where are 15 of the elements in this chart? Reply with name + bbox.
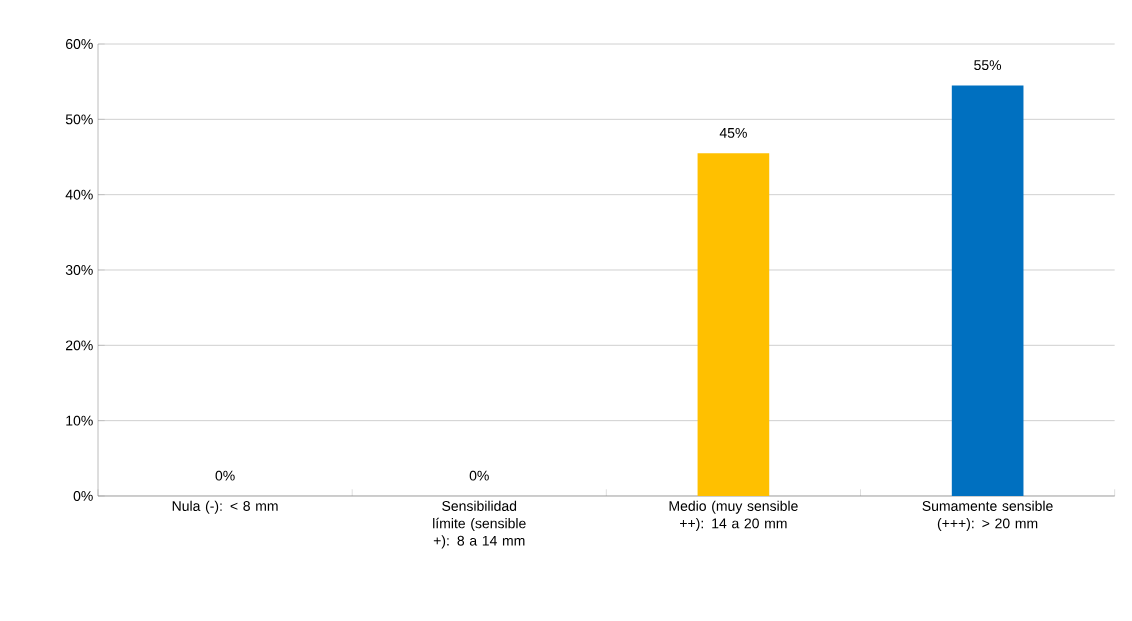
data-label: 0%: [215, 470, 235, 481]
x-tick-label: Medio (muy sensible ++): 14 a 20 mm: [669, 500, 798, 532]
data-label: 0%: [469, 470, 489, 481]
data-label: 45%: [719, 128, 747, 138]
x-tick-label: Sumamente sensible (+++): > 20 mm: [922, 500, 1053, 532]
data-label: 55%: [974, 60, 1002, 71]
y-tick-label: 30%: [65, 265, 93, 275]
y-tick-label: 60%: [65, 39, 93, 49]
x-tick-label: Sensibilidad límite (sensible +): 8 a 14 mm: [433, 500, 526, 549]
y-tick-label: 0%: [73, 491, 93, 501]
y-tick-label: 40%: [65, 189, 93, 200]
y-tick-label: 20%: [65, 340, 93, 351]
y-tick-label: 50%: [65, 114, 93, 125]
x-tick-label: Nula (-): < 8 mm: [172, 500, 278, 514]
y-tick-label: 10%: [66, 415, 93, 426]
